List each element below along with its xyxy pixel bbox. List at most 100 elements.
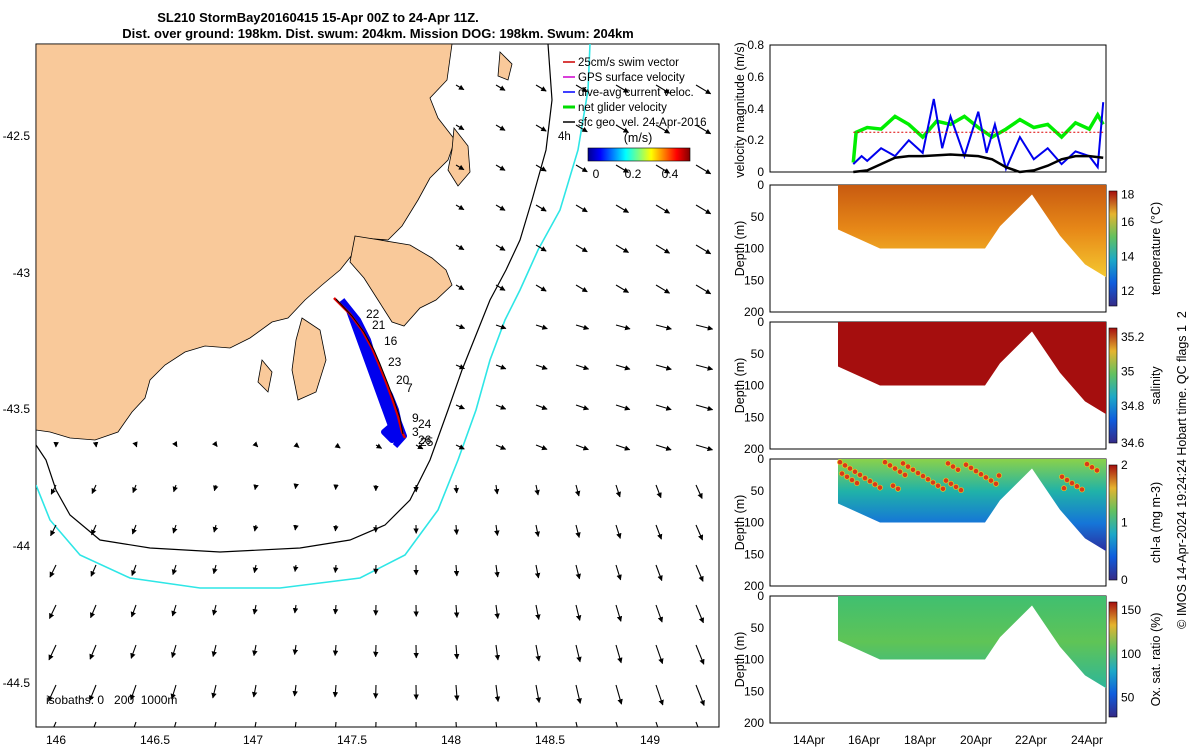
current-vector <box>455 364 466 370</box>
current-vector <box>495 244 506 251</box>
current-vector <box>655 204 671 214</box>
current-vector <box>332 684 339 698</box>
chl-a-panel: 0 50 100 150 200 Depth (m) 0 1 2 chl-a (mg m-3) <box>733 452 1163 593</box>
current-vector <box>453 604 460 618</box>
track-label-21: 21 <box>372 318 386 332</box>
current-vector <box>535 644 541 662</box>
current-vector <box>253 524 259 532</box>
time-axis-ticks: 14Apr 16Apr 18Apr 20Apr 22Apr 24Apr <box>793 733 1103 747</box>
current-vector <box>495 364 507 370</box>
chl-a-cbar-tick: 2 <box>1121 458 1128 472</box>
track-labels: 22 21 16 23 20 7 9 24 3 26 25 <box>366 307 434 449</box>
current-vector <box>695 604 705 624</box>
current-vector <box>534 564 541 579</box>
temperature-section <box>838 185 1106 278</box>
current-vector <box>655 721 659 727</box>
isobath-200m <box>36 44 553 553</box>
temperature-cbar-tick: 12 <box>1121 284 1135 298</box>
current-vector <box>495 324 507 330</box>
lon-tick-147: 147 <box>243 733 263 747</box>
current-vector <box>695 564 704 582</box>
current-vector <box>132 441 138 448</box>
current-vector <box>495 204 506 211</box>
lon-tick-149: 149 <box>640 733 660 747</box>
current-vector <box>575 124 588 133</box>
current-vector <box>49 564 57 578</box>
current-vector <box>454 684 460 701</box>
chl-point <box>1089 464 1095 471</box>
chl-point <box>996 472 1002 479</box>
colorbar-title: (m/s) <box>624 131 652 145</box>
current-vector <box>615 84 629 93</box>
chl-point <box>940 485 946 492</box>
chl-point <box>900 460 906 467</box>
current-vector <box>575 684 582 704</box>
chl-point <box>988 477 994 484</box>
temperature-ytick: 150 <box>744 273 764 287</box>
lon-tick-146: 146 <box>46 733 66 747</box>
current-vector <box>615 284 629 293</box>
lat-tick-42.5: -42.5 <box>3 129 31 143</box>
current-vector <box>495 444 507 450</box>
salinity-ytick: 0 <box>757 315 764 329</box>
current-vector <box>535 604 541 621</box>
chl-point <box>890 482 896 489</box>
chl-a-colorbar <box>1108 464 1118 581</box>
current-vector <box>334 442 341 449</box>
current-vector <box>575 324 590 331</box>
current-vector <box>333 524 339 532</box>
chl-point <box>867 478 873 485</box>
lon-tick-147.5: 147.5 <box>337 733 367 747</box>
current-vector <box>535 204 547 212</box>
chl-point <box>943 477 949 484</box>
current-vector <box>495 164 506 171</box>
chl-point <box>1064 477 1070 483</box>
current-vector <box>494 684 501 703</box>
salinity-colorbar <box>1108 327 1118 444</box>
chl-point <box>973 468 979 474</box>
current-vector <box>535 364 548 370</box>
current-vector <box>173 721 177 727</box>
vel-ytick-3: 0.6 <box>747 70 764 84</box>
current-vector <box>251 684 258 698</box>
isobaths-label: isobaths: 0 200 1000m <box>46 693 177 707</box>
current-vector <box>253 484 259 491</box>
salinity-ytick: 50 <box>751 347 765 361</box>
track-label-9: 9 <box>412 411 419 425</box>
chl-point <box>905 463 911 470</box>
current-vector <box>293 524 299 531</box>
vel-ytick-1: 0.2 <box>747 133 764 147</box>
current-vector <box>695 444 714 452</box>
current-vector <box>93 721 97 727</box>
corner-label: 4h <box>558 131 571 143</box>
temperature-colorbar <box>1108 190 1118 307</box>
chl-a-ylabel: Depth (m) <box>733 495 747 551</box>
map-panel: 22 21 16 23 20 7 9 24 3 26 25 25cm/s swi… <box>3 43 720 747</box>
current-vector <box>615 484 621 498</box>
track-label-23: 23 <box>388 355 402 369</box>
current-vector <box>50 524 57 537</box>
track-label-3: 3 <box>412 425 419 439</box>
current-vector <box>292 684 298 697</box>
current-vector <box>171 604 177 617</box>
chl-point <box>854 480 860 486</box>
current-vector <box>455 324 466 330</box>
lon-tick-146.5: 146.5 <box>140 733 170 747</box>
track-label-7: 7 <box>406 381 413 395</box>
chl-point <box>892 465 898 472</box>
map-lat-ticks: -42.5 -43 -43.5 -44 -44.5 <box>3 129 31 690</box>
title-line-1: SL210 StormBay20160415 15-Apr 00Z to 24-… <box>157 10 479 25</box>
legend-label-sfc: sfc geo. vel. 24-Apr-2016 <box>578 117 707 129</box>
current-vector <box>695 684 705 707</box>
current-vector <box>695 244 712 255</box>
current-vector <box>131 524 137 535</box>
chl-point <box>852 468 858 475</box>
current-vector <box>615 564 622 581</box>
oxygen-panel: 0 50 100 150 200 Depth (m) 50 100 150 Ox. sat. ra… <box>733 589 1163 730</box>
temperature-panel: 0 50 100 150 200 Depth (m) 12 14 16 18 temperature… <box>733 178 1163 319</box>
current-vector <box>495 284 506 291</box>
current-vector <box>455 444 465 450</box>
current-vector <box>494 644 501 661</box>
vel-ytick-4: 0.8 <box>747 38 764 52</box>
